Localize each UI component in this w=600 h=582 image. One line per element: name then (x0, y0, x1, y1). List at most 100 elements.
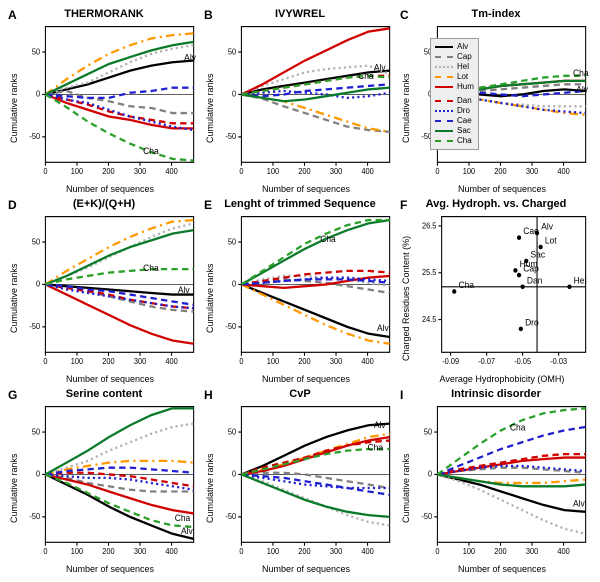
point-label-Hel: Hel (574, 275, 587, 285)
svg-text:-50: -50 (29, 512, 40, 521)
annotation-Alv: Alv (184, 52, 196, 62)
point-Hum (513, 268, 517, 273)
x-axis-label: Number of sequences (216, 373, 396, 384)
svg-text:0: 0 (428, 469, 432, 478)
svg-text:200: 200 (298, 357, 310, 366)
plot-svg: 0100200300400-50050AlvCha (216, 402, 396, 563)
legend-swatch-Hel (435, 66, 453, 68)
annotation-Alv: Alv (374, 62, 386, 72)
svg-text:200: 200 (102, 167, 114, 176)
panel-letter: A (8, 8, 17, 22)
panel-letter: B (204, 8, 213, 22)
annotation-Cha: Cha (143, 263, 159, 273)
panel-letter: H (204, 388, 213, 402)
point-Cae (517, 235, 521, 240)
svg-text:300: 300 (330, 167, 342, 176)
svg-text:-0.09: -0.09 (442, 357, 459, 366)
legend-row-Cha: Cha (435, 136, 474, 146)
svg-text:25.5: 25.5 (422, 268, 436, 277)
panel-letter: C (400, 8, 409, 22)
panel-B: B IVYWREL Cumulative ranks 0100200300400… (204, 8, 396, 194)
panel-letter: D (8, 198, 17, 212)
plot-svg: 0100200300400-50050ChaAlv (216, 212, 396, 373)
legend-row-Dro: Dro (435, 106, 474, 116)
panel-letter: I (400, 388, 403, 402)
svg-text:100: 100 (71, 167, 83, 176)
panel-title: (E+K)/(Q+H) (8, 198, 200, 210)
svg-text:0: 0 (36, 469, 40, 478)
point-Dan (521, 284, 525, 289)
annotation-Cha: Cha (510, 422, 526, 432)
svg-text:-50: -50 (225, 322, 236, 331)
legend-swatch-Alv (435, 46, 453, 48)
svg-text:200: 200 (494, 547, 506, 556)
legend-swatch-Cae (435, 120, 453, 122)
legend-label: Lot (457, 72, 468, 82)
svg-text:300: 300 (526, 547, 538, 556)
svg-text:26.5: 26.5 (422, 221, 436, 230)
svg-text:0: 0 (232, 279, 236, 288)
point-label-Cha: Cha (458, 280, 474, 290)
legend-label: Hum (457, 82, 474, 92)
svg-text:0: 0 (435, 547, 439, 556)
svg-text:300: 300 (330, 357, 342, 366)
point-Cha (452, 289, 456, 294)
panel-D: D (E+K)/(Q+H) Cumulative ranks 010020030… (8, 198, 200, 384)
svg-text:100: 100 (71, 547, 83, 556)
legend-swatch-Cha (435, 140, 453, 142)
svg-text:100: 100 (463, 547, 475, 556)
svg-text:400: 400 (557, 167, 569, 176)
svg-text:400: 400 (557, 547, 569, 556)
series-Sac (45, 408, 193, 474)
x-axis-label: Number of sequences (412, 183, 592, 194)
annotation-Cha: Cha (573, 67, 589, 77)
svg-text:0: 0 (239, 167, 243, 176)
x-axis-label: Number of sequences (20, 563, 200, 574)
y-axis-label: Cumulative ranks (204, 402, 216, 574)
panel-C: C Tm-index Cumulative ranks 010020030040… (400, 8, 592, 194)
annotation-Alv: Alv (377, 323, 389, 333)
x-axis-label: Number of sequences (216, 563, 396, 574)
legend-swatch-Hum (435, 86, 453, 88)
svg-text:50: 50 (228, 47, 236, 56)
annotation-Cha: Cha (320, 234, 336, 244)
svg-text:200: 200 (298, 547, 310, 556)
series-Cha (241, 220, 389, 284)
annotation-Cha: Cha (175, 513, 191, 523)
series-Lot (45, 33, 193, 94)
svg-text:100: 100 (267, 547, 279, 556)
series-Dan (45, 284, 193, 308)
point-label-Sac: Sac (530, 249, 545, 259)
panel-G: G Serine content Cumulative ranks 010020… (8, 388, 200, 574)
annotation-Cha: Cha (143, 145, 159, 155)
svg-text:-50: -50 (225, 512, 236, 521)
y-axis-label: Cumulative ranks (8, 22, 20, 194)
series-Alv (241, 284, 389, 337)
panel-H: H CvP Cumulative ranks 0100200300400-500… (204, 388, 396, 574)
point-label-Hum: Hum (520, 259, 538, 269)
panel-title: CvP (204, 388, 396, 400)
svg-text:400: 400 (361, 167, 373, 176)
legend-label: Hel (457, 62, 469, 72)
series-Sac (241, 220, 389, 284)
legend-swatch-Lot (435, 76, 453, 78)
svg-text:0: 0 (43, 357, 47, 366)
svg-text:300: 300 (134, 547, 146, 556)
annotation-Alv: Alv (181, 525, 193, 535)
svg-text:-50: -50 (29, 322, 40, 331)
panel-title: THERMORANK (8, 8, 200, 20)
panel-I: I Intrinsic disorder Cumulative ranks 01… (400, 388, 592, 574)
svg-text:400: 400 (165, 167, 177, 176)
plot-svg: 0100200300400-50050ChaAlv (412, 402, 592, 563)
svg-text:0: 0 (239, 547, 243, 556)
svg-text:50: 50 (228, 427, 236, 436)
svg-text:24.5: 24.5 (422, 315, 436, 324)
svg-text:-50: -50 (29, 132, 40, 141)
legend-row-Hel: Hel (435, 62, 474, 72)
legend-label: Sac (457, 126, 471, 136)
panel-title: Serine content (8, 388, 200, 400)
svg-text:0: 0 (239, 357, 243, 366)
svg-text:100: 100 (71, 357, 83, 366)
svg-text:400: 400 (165, 547, 177, 556)
svg-text:400: 400 (361, 547, 373, 556)
